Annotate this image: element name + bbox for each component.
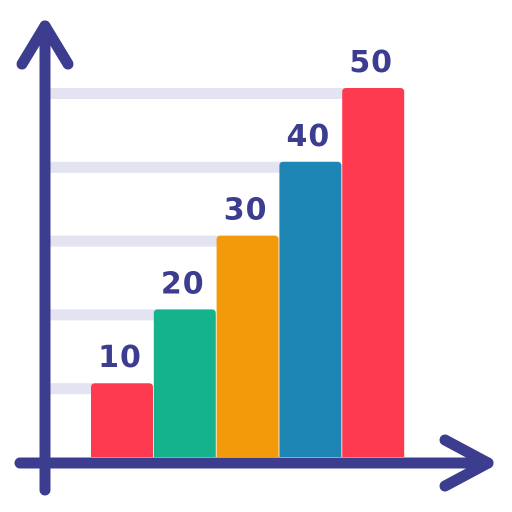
bar [216, 235, 279, 457]
bars [91, 88, 405, 458]
axes [14, 20, 494, 496]
gridline [50, 161, 284, 173]
data-label: 30 [224, 193, 268, 228]
x-axis-arrowhead [439, 434, 494, 492]
data-label: 50 [349, 45, 393, 80]
data-label: 40 [287, 119, 331, 154]
data-label: 10 [98, 340, 142, 375]
bar [91, 383, 153, 457]
gridline [50, 383, 95, 395]
y-axis-arrowhead [16, 20, 74, 70]
bar [279, 161, 342, 458]
gridline [50, 88, 347, 99]
gridline [50, 235, 221, 247]
bar [153, 309, 216, 457]
data-labels: 10 20 30 40 50 [98, 45, 393, 375]
gridline [50, 309, 158, 321]
bar [342, 88, 405, 457]
data-label: 20 [161, 266, 205, 301]
gridlines [50, 88, 347, 395]
